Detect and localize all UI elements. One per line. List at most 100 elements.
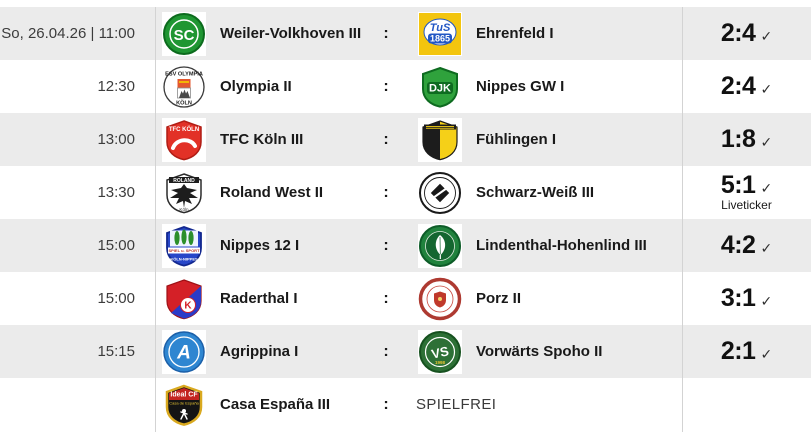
match-row[interactable]: 15:00 K Raderthal I : Porz xyxy=(0,272,811,325)
logo-text: VS xyxy=(430,343,450,361)
pairing-separator: : xyxy=(383,183,389,201)
match-row[interactable]: 13:00 TFC KÖLN TFC Köln III : xyxy=(0,113,811,166)
nippes-12-logo: SPIEL u. SPORT KÖLN-NIPPES xyxy=(162,223,206,268)
pairing-separator: : xyxy=(383,289,389,307)
logo-text: ROLAND xyxy=(173,177,195,183)
score-column-divider xyxy=(682,7,683,432)
vorwaerts-spoho-logo: VS 1998 xyxy=(418,329,462,374)
logo-text: Köln xyxy=(179,207,189,212)
result-confirmed-icon: ✓ xyxy=(760,82,773,98)
match-score: 1:8 xyxy=(720,125,756,153)
pairing-separator: : xyxy=(383,236,389,254)
home-team-name: Casa España III xyxy=(220,396,331,413)
tfc-koeln-logo: TFC KÖLN xyxy=(162,117,206,162)
score-cell: 2:1 ✓ xyxy=(682,339,811,364)
time-column-divider xyxy=(155,7,156,432)
porz-logo xyxy=(418,276,462,321)
score-cell: 2:4 ✓ xyxy=(682,21,811,46)
away-team-name: Vorwärts Spoho II xyxy=(476,343,603,360)
away-team-name: Porz II xyxy=(476,290,522,307)
tus-ehrenfeld-logo: TuS 1865 xyxy=(418,11,462,56)
home-team-name: TFC Köln III xyxy=(220,131,304,148)
match-pairing: Ideal CF Casa de España Casa España III … xyxy=(155,382,682,427)
home-team-name: Raderthal I xyxy=(220,290,298,307)
home-team-name: Roland West II xyxy=(220,184,324,201)
logo-text: SPIEL u. SPORT xyxy=(168,248,200,253)
result-confirmed-icon: ✓ xyxy=(760,347,773,363)
away-team-name: Nippes GW I xyxy=(476,78,565,95)
match-pairing: ROLAND Köln Roland West II : Schwarz-Wei… xyxy=(155,170,682,215)
lindenthal-hohenlind-logo xyxy=(418,223,462,268)
match-row[interactable]: So, 26.04.26 | 11:00 SC Weiler-Volkhoven… xyxy=(0,7,811,60)
score-cell: 3:1 ✓ xyxy=(682,286,811,311)
logo-text: ESV OLYMPIA xyxy=(165,71,203,77)
score-cell: 1:8 ✓ xyxy=(682,127,811,152)
score-cell: 4:2 ✓ xyxy=(682,233,811,258)
pairing-separator: : xyxy=(383,395,389,413)
match-score: 4:2 xyxy=(720,231,756,259)
agrippina-logo: A xyxy=(162,329,206,374)
home-team-name: Nippes 12 I xyxy=(220,237,300,254)
match-row[interactable]: 15:00 SPIEL u. SPORT KÖLN-NIPPES Nippes … xyxy=(0,219,811,272)
match-row[interactable]: Ideal CF Casa de España Casa España III … xyxy=(0,378,811,431)
kickoff-time: 15:15 xyxy=(97,343,135,360)
pairing-separator: : xyxy=(383,342,389,360)
kickoff-time: 13:00 xyxy=(97,131,135,148)
schwarz-weiss-logo xyxy=(418,170,462,215)
home-team-name: Olympia II xyxy=(220,78,292,95)
kickoff-time: 15:00 xyxy=(97,237,135,254)
match-score: 5:1 xyxy=(720,170,756,199)
match-pairing: A Agrippina I : VS 1998 Vorwärts Spoho I… xyxy=(155,329,682,374)
logo-text: K xyxy=(184,300,192,311)
match-pairing: SC Weiler-Volkhoven III : TuS 1865 Ehren… xyxy=(155,11,682,56)
match-score: 2:4 xyxy=(720,19,756,47)
match-pairing: TFC KÖLN TFC Köln III : Fühlingen I xyxy=(155,117,682,162)
fixture-list: So, 26.04.26 | 11:00 SC Weiler-Volkhoven… xyxy=(0,7,811,431)
match-row[interactable]: 15:15 A Agrippina I : VS 1998 Vorwärts xyxy=(0,325,811,378)
logo-text: TuS xyxy=(430,22,451,34)
away-team-name: Fühlingen I xyxy=(476,131,556,148)
logo-text: 1865 xyxy=(430,33,450,43)
bye-label: SPIELFREI xyxy=(416,396,497,413)
pairing-separator: : xyxy=(383,24,389,42)
match-pairing: ESV OLYMPIA KÖLN Olympia II : DJK Nippes… xyxy=(155,64,682,109)
logo-text: DJK xyxy=(429,82,451,94)
result-confirmed-icon: ✓ xyxy=(760,241,773,257)
match-score: 2:4 xyxy=(720,72,756,100)
pairing-separator: : xyxy=(383,130,389,148)
logo-text: SC xyxy=(174,27,195,44)
score-cell: 2:4 ✓ xyxy=(682,74,811,99)
away-team-name: Schwarz-Weiß III xyxy=(476,184,595,201)
result-confirmed-icon: ✓ xyxy=(760,180,773,197)
match-score: 3:1 xyxy=(720,284,756,312)
match-score: 2:1 xyxy=(720,337,756,365)
match-date-time: So, 26.04.26 | 11:00 xyxy=(1,25,135,42)
kickoff-time: 13:30 xyxy=(97,184,135,201)
logo-text: 1998 xyxy=(435,360,446,365)
match-pairing: SPIEL u. SPORT KÖLN-NIPPES Nippes 12 I :… xyxy=(155,223,682,268)
ideal-cf-casa-espana-logo: Ideal CF Casa de España xyxy=(162,382,206,427)
raderthal-logo: K xyxy=(162,276,206,321)
logo-text: TFC KÖLN xyxy=(169,126,199,133)
logo-text: KÖLN xyxy=(176,99,192,106)
logo-text: KÖLN-NIPPES xyxy=(170,256,198,261)
pairing-separator: : xyxy=(383,77,389,95)
home-team-name: Agrippina I xyxy=(220,343,299,360)
match-pairing: K Raderthal I : Porz II xyxy=(155,276,682,321)
match-row[interactable]: 12:30 ESV OLYMPIA KÖLN Olympia II : xyxy=(0,60,811,113)
match-row[interactable]: 13:30 ROLAND Köln Roland West II : xyxy=(0,166,811,219)
roland-west-logo: ROLAND Köln xyxy=(162,170,206,215)
esv-olympia-logo: ESV OLYMPIA KÖLN xyxy=(162,64,206,109)
fuehlingen-logo xyxy=(418,117,462,162)
logo-text: Casa de España xyxy=(169,400,199,405)
result-confirmed-icon: ✓ xyxy=(760,294,773,310)
away-team-name: Ehrenfeld I xyxy=(476,25,554,42)
home-team-name: Weiler-Volkhoven III xyxy=(220,25,362,42)
liveticker-link[interactable]: Liveticker xyxy=(721,197,772,212)
result-confirmed-icon: ✓ xyxy=(760,135,773,151)
result-confirmed-icon: ✓ xyxy=(760,29,773,45)
weiler-volkhoven-logo: SC xyxy=(162,11,206,56)
djk-nippes-logo: DJK xyxy=(418,64,462,109)
away-team-name: Lindenthal-Hohenlind III xyxy=(476,237,647,254)
logo-text: Ideal CF xyxy=(170,391,198,398)
